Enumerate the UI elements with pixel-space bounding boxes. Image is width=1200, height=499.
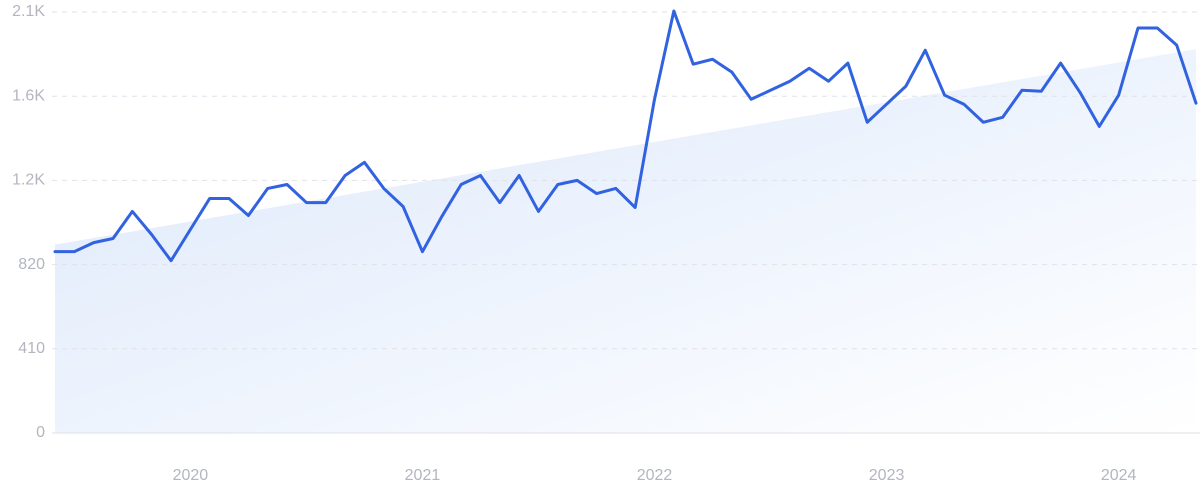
trend-area <box>55 49 1196 434</box>
y-tick-label: 0 <box>36 424 45 441</box>
x-tick-label: 2022 <box>637 467 673 484</box>
data-line <box>53 9 1198 263</box>
x-tick-label: 2020 <box>173 467 209 484</box>
x-tick-label: 2023 <box>869 467 905 484</box>
y-tick-label: 2.1K <box>12 3 45 20</box>
x-tick-label: 2021 <box>405 467 441 484</box>
y-tick-label: 820 <box>18 256 45 273</box>
x-tick-label: 2024 <box>1101 467 1137 484</box>
y-tick-label: 1.6K <box>12 87 45 104</box>
y-tick-label: 1.2K <box>12 172 45 189</box>
y-tick-label: 410 <box>18 340 45 357</box>
